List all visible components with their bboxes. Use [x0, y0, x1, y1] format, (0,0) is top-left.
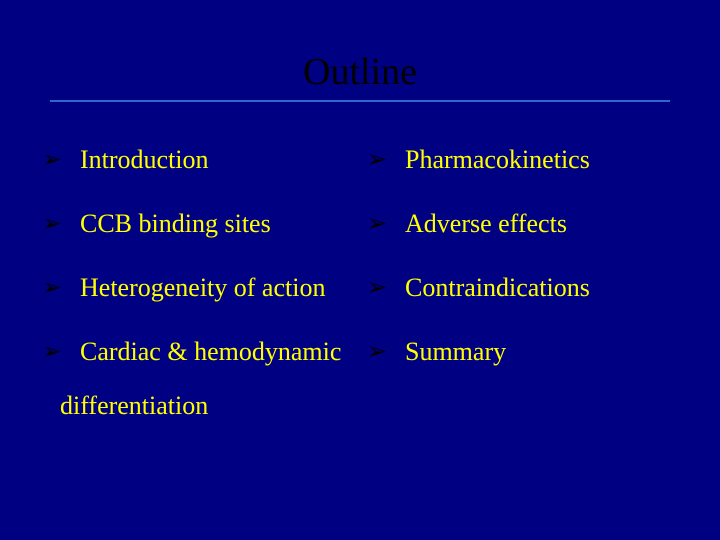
list-item: ➢ Contraindications: [365, 270, 680, 306]
slide-title: Outline: [40, 50, 680, 94]
item-label: Heterogeneity of action: [80, 270, 325, 306]
left-column: ➢ Introduction ➢ CCB binding sites ➢ Het…: [40, 142, 355, 424]
list-item: ➢ Introduction: [40, 142, 355, 178]
content-columns: ➢ Introduction ➢ CCB binding sites ➢ Het…: [40, 142, 680, 424]
bullet-icon: ➢: [365, 142, 405, 178]
item-label: Introduction: [80, 142, 209, 178]
bullet-icon: ➢: [365, 270, 405, 306]
item-label: Adverse effects: [405, 206, 567, 242]
list-item: ➢ Summary: [365, 334, 680, 370]
item-label: Summary: [405, 334, 506, 370]
list-item: ➢ Heterogeneity of action: [40, 270, 355, 306]
list-item: ➢ Pharmacokinetics: [365, 142, 680, 178]
slide: Outline ➢ Introduction ➢ CCB binding sit…: [0, 0, 720, 540]
item-continuation: differentiation: [40, 388, 355, 424]
right-column: ➢ Pharmacokinetics ➢ Adverse effects ➢ C…: [365, 142, 680, 424]
bullet-icon: ➢: [40, 142, 80, 178]
title-divider: [50, 100, 670, 102]
bullet-icon: ➢: [365, 334, 405, 370]
item-label: Cardiac & hemodynamic: [80, 334, 341, 370]
item-label: CCB binding sites: [80, 206, 271, 242]
list-item: ➢ Cardiac & hemodynamic: [40, 334, 355, 370]
item-label: Pharmacokinetics: [405, 142, 590, 178]
list-item: ➢ CCB binding sites: [40, 206, 355, 242]
bullet-icon: ➢: [40, 334, 80, 370]
list-item: ➢ Adverse effects: [365, 206, 680, 242]
bullet-icon: ➢: [365, 206, 405, 242]
item-label: Contraindications: [405, 270, 590, 306]
bullet-icon: ➢: [40, 206, 80, 242]
bullet-icon: ➢: [40, 270, 80, 306]
